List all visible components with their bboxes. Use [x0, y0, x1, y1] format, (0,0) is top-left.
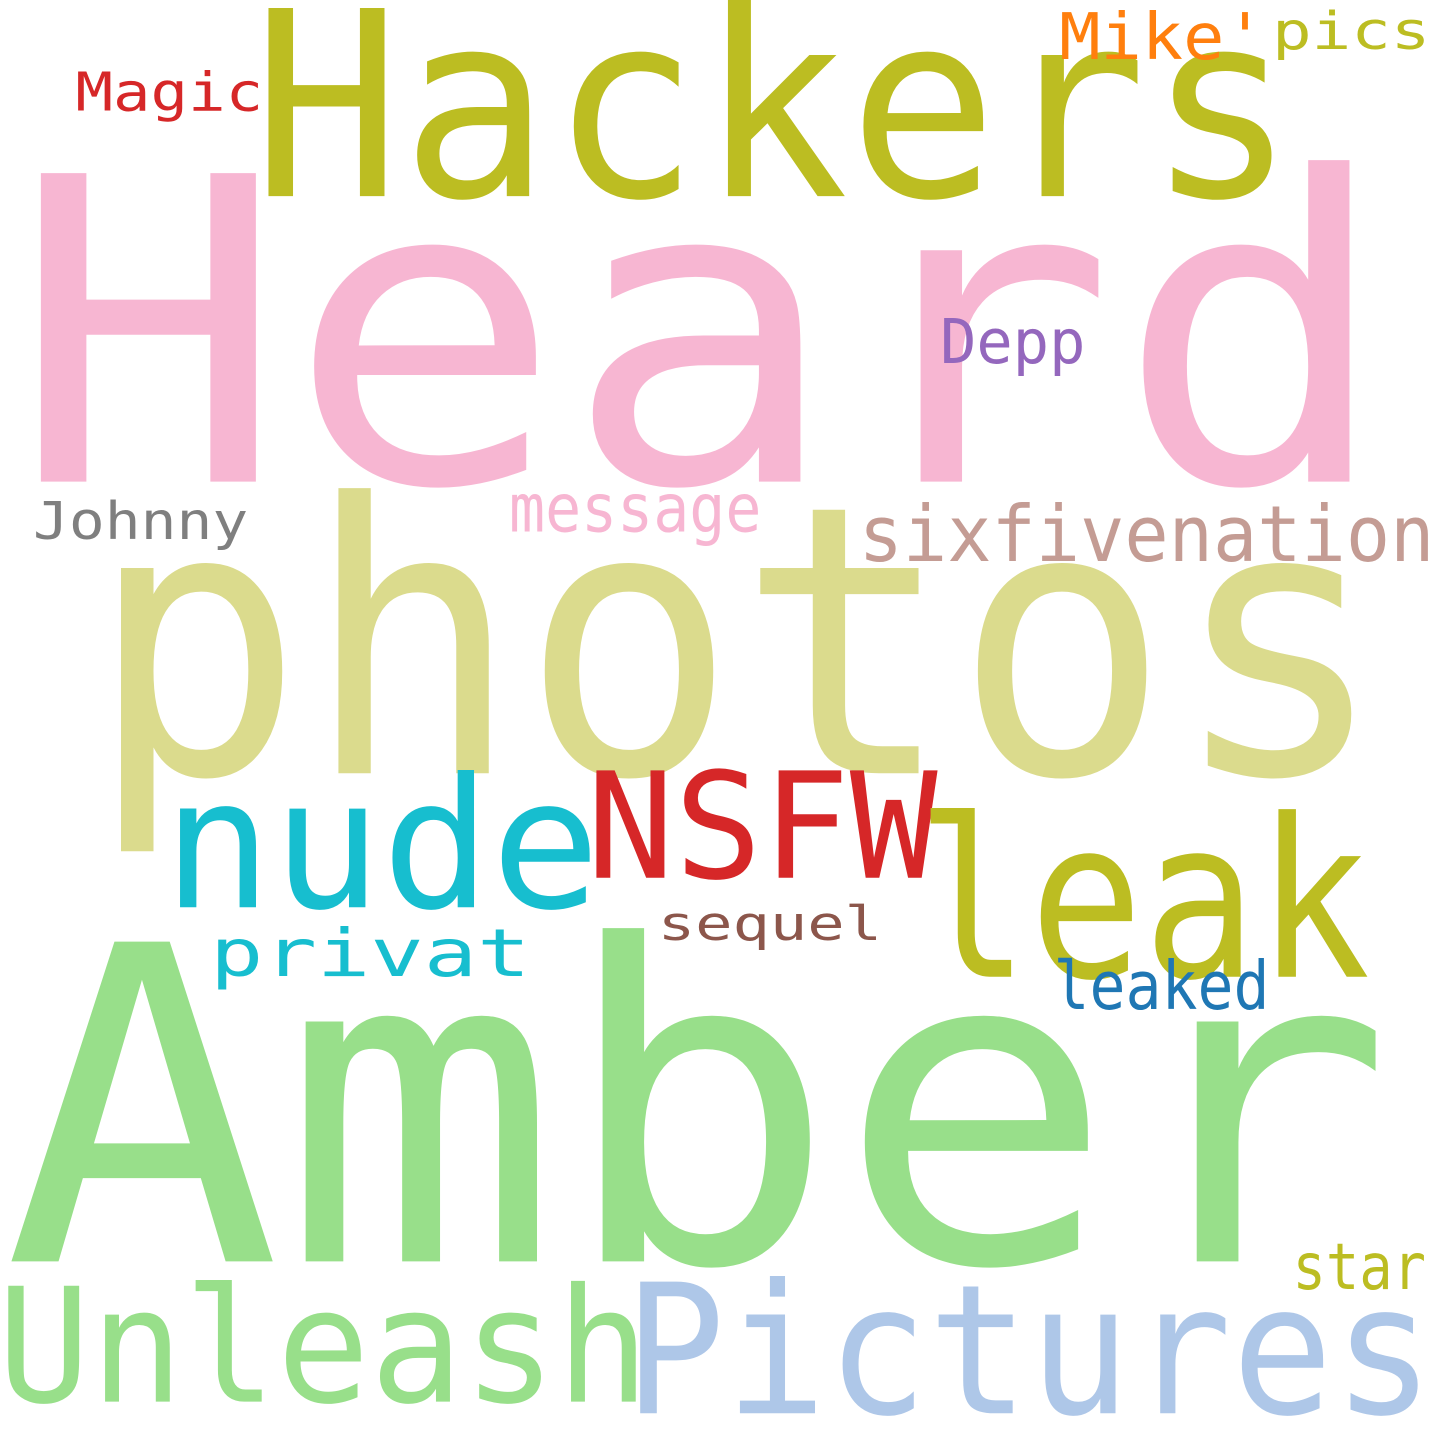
word-nude: nude [162, 740, 601, 951]
word-message: message [509, 469, 762, 548]
word-sequel: sequel [657, 896, 883, 952]
word-nsfw: NSFW [586, 741, 938, 914]
word-amber: Amber [3, 855, 1394, 1367]
word-pictures: Pictures [624, 1246, 1435, 1440]
word-leak: leak [915, 772, 1371, 1030]
word-johnny: Johnny [33, 491, 249, 552]
word-pics: pics [1272, 1, 1431, 62]
word-leaked: leaked [1053, 947, 1270, 1025]
word-depp: Depp [940, 305, 1086, 378]
word-privat: privat [210, 915, 531, 992]
word-mike: Mike' [1059, 0, 1266, 75]
word-photos: photos [87, 426, 1387, 864]
word-hackers: Hackers [251, 0, 1297, 259]
word-star: star [1292, 1229, 1427, 1305]
word-magic: Magic [75, 61, 264, 124]
word-sixfivenation: sixfivenation [858, 489, 1435, 580]
word-unleash: Unleash [0, 1254, 650, 1440]
word-heard: Heard [10, 90, 1393, 584]
